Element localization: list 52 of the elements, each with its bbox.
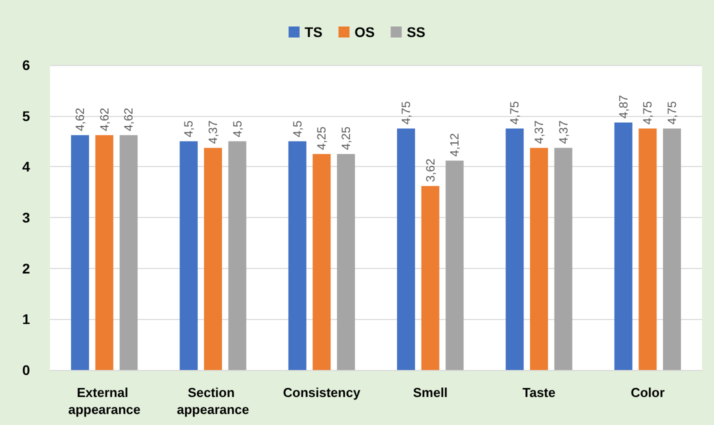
data-label: 4,75 bbox=[664, 100, 679, 125]
x-tick-label: Smell bbox=[412, 385, 448, 400]
legend-label: TS bbox=[304, 24, 322, 40]
y-tick-label: 3 bbox=[22, 210, 30, 226]
bar bbox=[446, 160, 464, 370]
data-label: 4,5 bbox=[230, 120, 244, 138]
data-label: 4,37 bbox=[532, 120, 546, 144]
data-label: 4,12 bbox=[448, 132, 462, 157]
x-tick-label: Section appearance bbox=[176, 385, 250, 417]
bar bbox=[614, 122, 632, 370]
data-label: 4,62 bbox=[122, 107, 136, 132]
data-label: 4,5 bbox=[290, 120, 304, 138]
bar bbox=[95, 135, 114, 370]
legend-label: OS bbox=[354, 24, 375, 40]
x-tick-label: Taste bbox=[522, 385, 556, 400]
bar bbox=[336, 154, 355, 370]
bar bbox=[204, 148, 222, 370]
data-label: 4,75 bbox=[508, 100, 522, 125]
y-tick-label: 4 bbox=[22, 158, 30, 175]
bar bbox=[397, 128, 416, 370]
bar bbox=[638, 128, 657, 370]
x-tick-label: Consistency bbox=[283, 385, 362, 400]
data-label: 4,62 bbox=[97, 107, 112, 132]
data-label: 4,25 bbox=[314, 126, 329, 150]
y-tick-label: 1 bbox=[22, 311, 30, 328]
data-label: 4,25 bbox=[338, 126, 353, 150]
data-label: 3,62 bbox=[423, 158, 438, 182]
y-tick-label: 5 bbox=[22, 108, 30, 124]
data-label: 4,75 bbox=[399, 100, 414, 125]
y-tick-label: 6 bbox=[22, 57, 30, 73]
bar bbox=[662, 128, 681, 370]
x-tick-label: Color bbox=[630, 385, 665, 400]
y-tick-label: 2 bbox=[22, 260, 30, 276]
y-tick-label: 0 bbox=[22, 362, 30, 378]
bar bbox=[180, 141, 198, 370]
data-label: 4,37 bbox=[556, 120, 570, 144]
legend-label: SS bbox=[406, 24, 426, 40]
bar bbox=[288, 141, 306, 370]
bar bbox=[120, 135, 138, 370]
data-label: 4,5 bbox=[182, 120, 196, 138]
bar bbox=[312, 154, 331, 370]
data-label: 4,75 bbox=[640, 100, 655, 125]
bar bbox=[228, 141, 246, 370]
bar bbox=[554, 148, 572, 370]
bar bbox=[421, 186, 440, 370]
x-tick-label: External appearance bbox=[68, 385, 140, 417]
data-label: 4,37 bbox=[206, 120, 220, 144]
data-label: 4,87 bbox=[616, 94, 630, 118]
data-label: 4,62 bbox=[73, 107, 88, 132]
bar bbox=[71, 135, 90, 370]
bar bbox=[530, 148, 548, 370]
bar bbox=[506, 128, 524, 370]
